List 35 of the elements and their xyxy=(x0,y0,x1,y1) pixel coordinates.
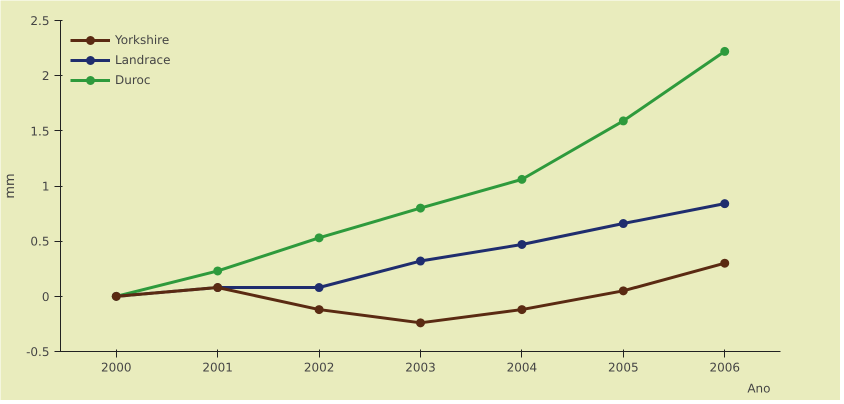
point xyxy=(416,204,425,213)
point xyxy=(618,286,628,296)
x-tick-label: 2001 xyxy=(202,360,233,374)
x-tick-label: 2004 xyxy=(506,360,538,374)
x-tick-label: 2003 xyxy=(405,360,436,374)
point xyxy=(314,305,324,314)
y-tick-label: 2.5 xyxy=(30,14,50,28)
point xyxy=(416,318,425,328)
x-axis-title: Ano xyxy=(747,382,770,396)
point xyxy=(314,283,324,292)
point xyxy=(720,199,730,208)
y-tick-label: 0 xyxy=(42,290,50,304)
point xyxy=(314,233,324,242)
y-tick-label: 1 xyxy=(42,180,50,194)
point xyxy=(517,174,526,184)
point xyxy=(517,240,526,249)
legend-label: Yorkshire xyxy=(115,33,170,47)
legend-label: Landrace xyxy=(115,53,171,67)
y-tick-label: 0.5 xyxy=(30,234,50,249)
y-tick-label: 2 xyxy=(42,69,50,84)
x-tick-label: 2002 xyxy=(304,360,334,374)
point xyxy=(618,116,628,126)
point xyxy=(720,46,730,56)
y-tick-label: 1.5 xyxy=(30,124,50,138)
point xyxy=(416,256,425,266)
point xyxy=(517,305,526,314)
x-tick-label: 2006 xyxy=(709,360,740,374)
x-tick-label: 2000 xyxy=(101,360,132,374)
point xyxy=(213,266,222,276)
y-axis-title: mm xyxy=(3,173,18,199)
point xyxy=(618,219,628,228)
legend-label: Duroc xyxy=(115,73,150,87)
point xyxy=(720,258,730,268)
y-tick-label: -0.5 xyxy=(26,345,50,359)
x-tick-label: 2005 xyxy=(608,360,639,374)
